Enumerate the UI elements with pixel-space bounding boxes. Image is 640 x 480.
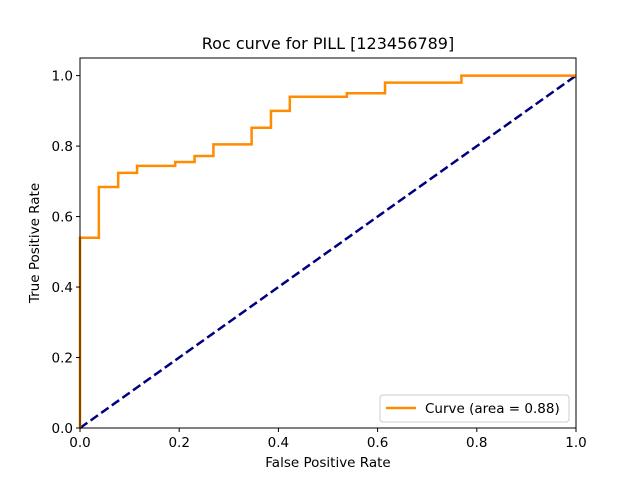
y-tick-label: 0.4 — [52, 280, 73, 296]
plot-area — [78, 74, 577, 430]
y-tick-label: 1.0 — [52, 69, 73, 85]
plot-frame — [79, 57, 577, 429]
y-tick-label: 0.6 — [52, 210, 73, 226]
y-tick-label: 0.0 — [52, 421, 73, 437]
y-tick-label: 0.2 — [52, 351, 73, 367]
y-tick-label: 0.8 — [52, 139, 73, 155]
y-axis: 0.0 0.2 0.4 0.6 0.8 1.0 — [52, 69, 80, 437]
x-tick-label: 0.0 — [69, 435, 90, 451]
x-axis-label: False Positive Rate — [265, 455, 390, 471]
x-tick-label: 1.0 — [565, 435, 586, 451]
x-tick-label: 0.4 — [268, 435, 289, 451]
chart-title: Roc curve for PILL [123456789] — [202, 34, 454, 53]
roc-curve-line — [78, 74, 576, 428]
chance-diagonal-line — [79, 74, 577, 430]
y-axis-label: True Positive Rate — [27, 183, 43, 304]
x-axis: 0.0 0.2 0.4 0.6 0.8 1.0 — [69, 428, 587, 451]
x-tick-label: 0.2 — [168, 435, 189, 451]
legend-box — [379, 394, 570, 423]
legend: Curve (area = 0.88) — [379, 394, 570, 423]
x-tick-label: 0.8 — [466, 435, 487, 451]
legend-label: Curve (area = 0.88) — [425, 401, 560, 417]
x-tick-label: 0.6 — [367, 435, 388, 451]
